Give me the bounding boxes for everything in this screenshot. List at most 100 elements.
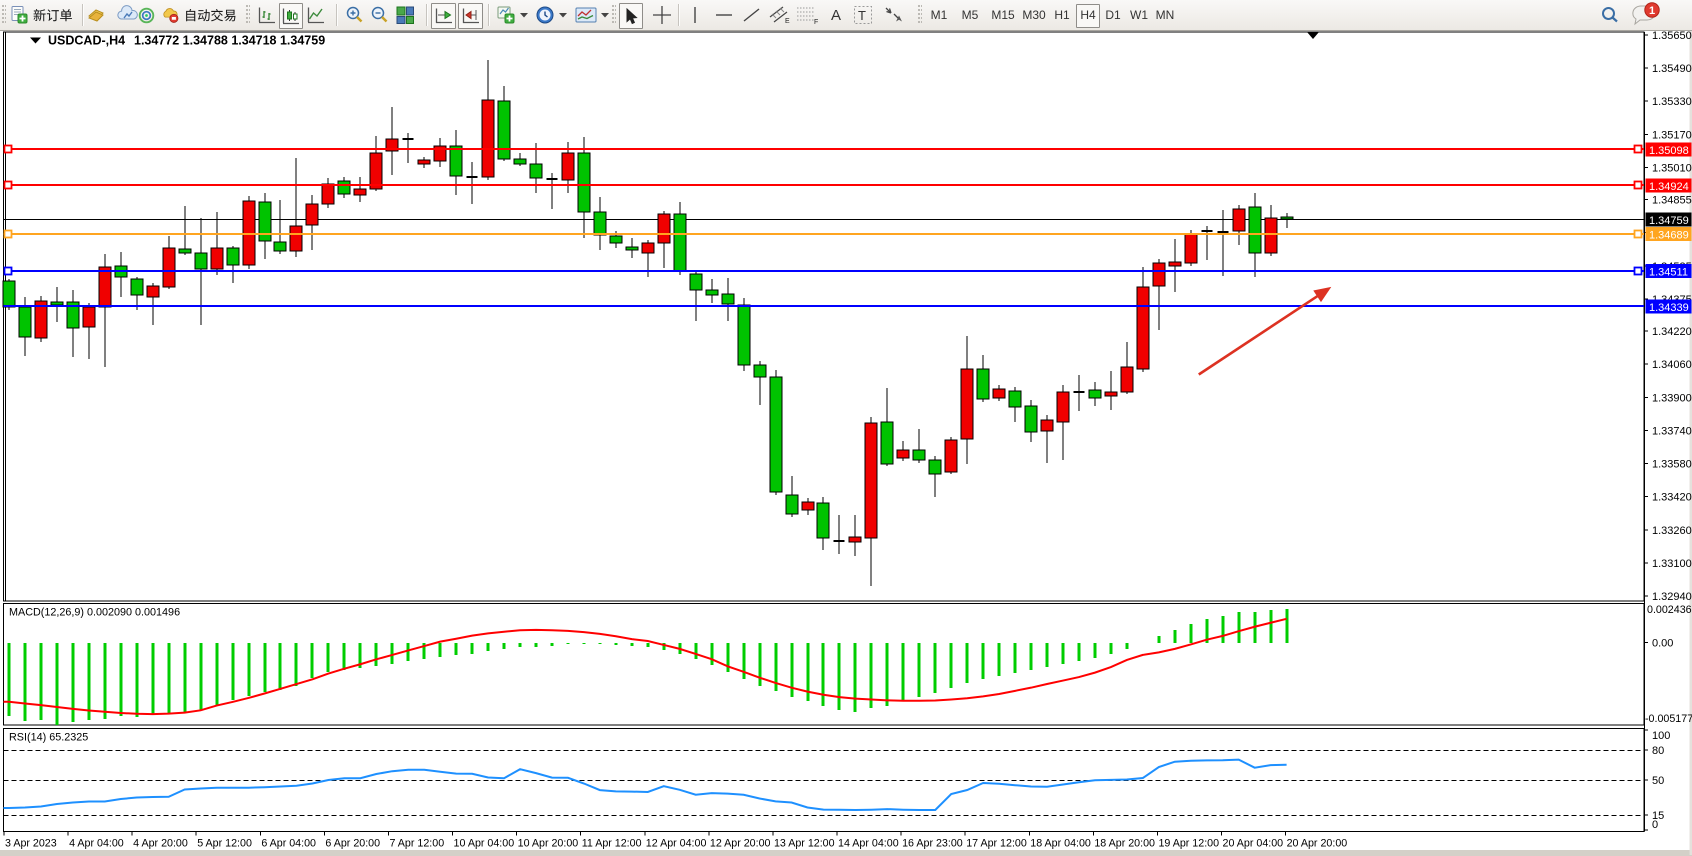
equidistant-channel-icon: E	[768, 5, 792, 25]
price-tick-label: 1.35170	[1652, 129, 1692, 141]
add-indicator-button[interactable]	[494, 3, 518, 27]
svg-text:T: T	[858, 8, 866, 23]
text-button[interactable]: A	[826, 3, 848, 27]
search-icon	[1600, 5, 1620, 25]
auto-trading-label	[184, 7, 239, 23]
fibonacci-button[interactable]: F	[794, 3, 822, 27]
ohlc-values: 1.34772 1.34788 1.34718 1.34759	[134, 34, 325, 48]
timeframe-m1[interactable]: M1	[926, 4, 952, 26]
price-tick-label: 1.33260	[1652, 525, 1692, 537]
timeframe-m30[interactable]: M30	[1019, 4, 1049, 26]
auto-scroll-button[interactable]	[431, 3, 456, 29]
crosshair-button[interactable]	[649, 3, 675, 27]
add-indicator-icon	[496, 5, 516, 25]
zoom-out-button[interactable]	[367, 3, 393, 27]
bar-chart-button[interactable]	[255, 3, 279, 27]
time-tick-label: 4 Apr 04:00	[69, 838, 124, 850]
history-center-button[interactable]	[85, 3, 109, 27]
price-tick-label: 1.34060	[1652, 359, 1692, 371]
price-tick-label: 1.32940	[1652, 591, 1692, 603]
notification-badge: 1	[1649, 5, 1655, 17]
svg-text:F: F	[814, 19, 818, 25]
svg-text:1.34924: 1.34924	[1649, 181, 1689, 193]
svg-text:1.34759: 1.34759	[1649, 215, 1689, 227]
line-chart-button[interactable]	[304, 3, 328, 27]
price-tick-label: 1.34220	[1652, 326, 1692, 338]
timeframe-w1[interactable]: W1	[1127, 4, 1151, 26]
toolbar-separator	[678, 4, 680, 26]
time-tick-label: 12 Apr 20:00	[710, 838, 771, 850]
timeframe-h1[interactable]: H1	[1050, 4, 1074, 26]
toolbar-separator	[82, 4, 84, 26]
templates-dropdown[interactable]	[599, 3, 611, 27]
toolbar-grip[interactable]	[612, 5, 616, 25]
time-tick-label: 19 Apr 12:00	[1158, 838, 1219, 850]
chevron-down-icon	[601, 12, 609, 18]
periods-dropdown[interactable]	[557, 3, 569, 27]
price-tick-label: 1.35650	[1652, 31, 1692, 42]
vertical-line-icon	[688, 5, 702, 25]
chevron-down-icon	[520, 12, 528, 18]
chart-area[interactable]: USDCAD-,H4 1.34772 1.34788 1.34718 1.3475…	[0, 31, 1692, 856]
text-icon: A	[829, 6, 845, 24]
rsi-tick-label: 100	[1652, 730, 1670, 742]
time-tick-label: 7 Apr 12:00	[389, 838, 444, 850]
time-tick-label: 10 Apr 04:00	[454, 838, 515, 850]
candle-chart-icon	[282, 7, 300, 25]
trend-line-button[interactable]	[740, 3, 764, 27]
timeframe-d1[interactable]: D1	[1101, 4, 1125, 26]
time-tick-label: 3 Apr 2023	[5, 838, 57, 850]
tile-windows-icon	[396, 6, 415, 25]
time-tick-label: 11 Apr 12:00	[582, 838, 642, 850]
price-tick-label: 1.35330	[1652, 96, 1692, 108]
price-tick-label: 1.34855	[1652, 195, 1692, 207]
candle-chart-button[interactable]	[279, 3, 303, 29]
chart-shift-icon	[462, 7, 480, 25]
time-tick-label: 5 Apr 12:00	[197, 838, 252, 850]
equidistant-channel-button[interactable]: E	[767, 3, 793, 27]
price-tick-label: 1.35490	[1652, 63, 1692, 75]
periods-button[interactable]	[533, 3, 557, 27]
tile-windows-button[interactable]	[392, 3, 418, 27]
rsi-tick-label: 80	[1652, 745, 1664, 757]
toolbar-grip[interactable]	[246, 5, 250, 25]
symbol-title[interactable]: USDCAD-,H4	[48, 34, 125, 48]
time-tick-label: 14 Apr 04:00	[838, 838, 899, 850]
timeframe-m15[interactable]: M15	[988, 4, 1018, 26]
svg-text:A: A	[831, 7, 841, 24]
time-tick-label: 17 Apr 12:00	[966, 838, 1027, 850]
vertical-line-button[interactable]	[684, 3, 706, 27]
chart-title: USDCAD-,H4 1.34772 1.34788 1.34718 1.3475…	[30, 34, 325, 48]
cursor-button[interactable]	[619, 3, 643, 29]
toolbar-grip[interactable]	[2, 5, 6, 25]
timeframe-mn[interactable]: MN	[1152, 4, 1178, 26]
price-tick-label: 1.35010	[1652, 162, 1692, 174]
zoom-out-icon	[370, 5, 390, 25]
auto-trading-button[interactable]	[162, 3, 239, 27]
toolbar: E F A T	[0, 0, 1692, 31]
arrow-shapes-icon	[883, 5, 905, 25]
arrow-shapes-button[interactable]	[881, 3, 907, 27]
signals-button[interactable]	[135, 3, 157, 27]
macd-label: MACD(12,26,9) 0.002090 0.001496	[9, 607, 180, 619]
auto-trading-icon	[162, 7, 180, 24]
zoom-in-button[interactable]	[342, 3, 368, 27]
text-label-button[interactable]: T	[851, 3, 875, 27]
timeframe-m5[interactable]: M5	[957, 4, 983, 26]
horizontal-line-button[interactable]	[712, 3, 736, 27]
new-order-button[interactable]	[9, 3, 75, 27]
svg-text:1.34689: 1.34689	[1649, 229, 1689, 241]
chart-shift-button[interactable]	[458, 3, 483, 29]
toolbar-grip[interactable]	[918, 5, 922, 25]
add-indicator-dropdown[interactable]	[518, 3, 530, 27]
crosshair-icon	[652, 5, 672, 25]
templates-button[interactable]	[573, 3, 599, 27]
line-chart-icon	[307, 6, 325, 24]
toolbar-separator	[426, 4, 428, 26]
timeframe-h4[interactable]: H4	[1076, 4, 1100, 28]
notifications-button[interactable]: 1	[1628, 3, 1662, 27]
auto-scroll-icon	[435, 7, 453, 25]
search-button[interactable]	[1598, 3, 1622, 27]
new-order-icon	[9, 5, 29, 25]
